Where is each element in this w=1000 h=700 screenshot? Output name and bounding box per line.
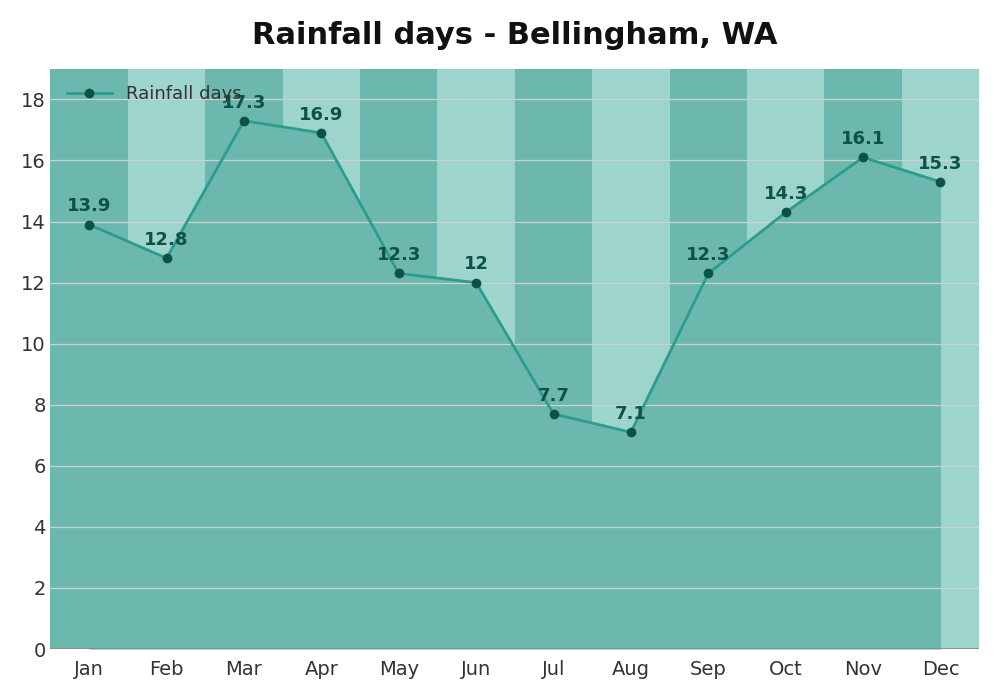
Bar	[128, 69, 205, 649]
Text: 12.3: 12.3	[686, 246, 730, 265]
Bar	[437, 69, 515, 649]
Bar	[205, 69, 283, 649]
Text: 12: 12	[464, 256, 489, 274]
Text: 17.3: 17.3	[222, 94, 266, 111]
Bar	[747, 69, 824, 649]
Text: 14.3: 14.3	[763, 186, 808, 203]
Text: 16.9: 16.9	[299, 106, 344, 124]
Bar	[515, 69, 592, 649]
Text: 15.3: 15.3	[918, 155, 963, 173]
Text: 7.1: 7.1	[615, 405, 647, 423]
Text: 7.7: 7.7	[538, 387, 569, 405]
Bar	[360, 69, 437, 649]
Legend: Rainfall days: Rainfall days	[59, 78, 249, 111]
Bar	[283, 69, 360, 649]
Bar	[902, 69, 979, 649]
Text: 13.9: 13.9	[67, 197, 111, 216]
Text: 16.1: 16.1	[841, 130, 885, 148]
Bar	[50, 69, 128, 649]
Text: 12.3: 12.3	[377, 246, 421, 265]
Text: 12.8: 12.8	[144, 231, 189, 249]
Title: Rainfall days - Bellingham, WA: Rainfall days - Bellingham, WA	[252, 21, 778, 50]
Bar	[592, 69, 670, 649]
Bar	[824, 69, 902, 649]
Bar	[670, 69, 747, 649]
